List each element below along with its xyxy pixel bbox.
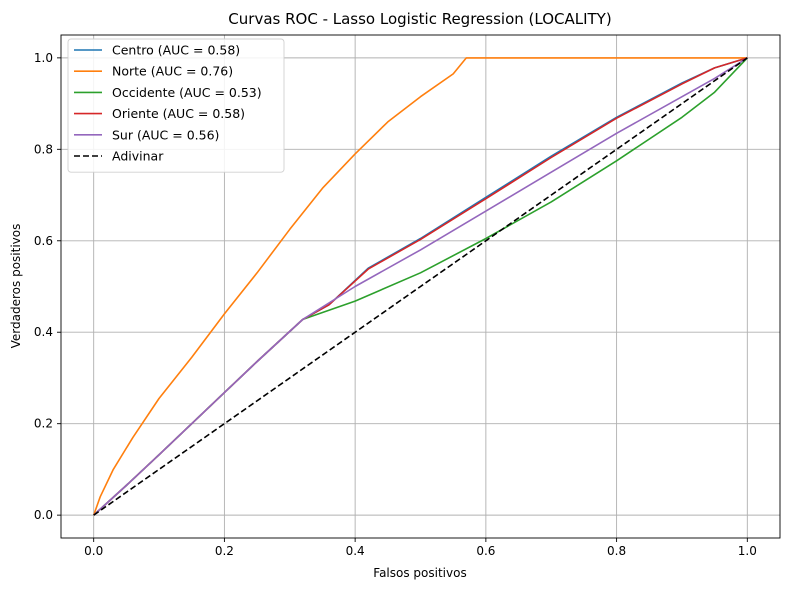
legend-label: Adivinar — [112, 149, 164, 164]
y-tick-label: 0.2 — [34, 417, 53, 431]
y-tick-label: 0.8 — [34, 142, 53, 156]
series-line-5 — [93, 57, 748, 516]
axis-ticks: 0.0 0.2 0.4 0.6 0.8 1.0 0.0 0.2 0.4 0.6 0.8 1.0 — [34, 51, 757, 558]
x-tick-label: 0.0 — [84, 544, 103, 558]
legend-label: Sur (AUC = 0.56) — [112, 127, 219, 142]
legend-label: Centro (AUC = 0.58) — [112, 43, 240, 58]
series-line-1 — [92, 57, 748, 516]
plot-frame — [60, 34, 781, 539]
legend-label: Oriente (AUC = 0.58) — [112, 106, 245, 121]
y-tick-label: 1.0 — [34, 51, 53, 65]
series-line-4 — [93, 57, 748, 516]
y-tick-label: 0.0 — [34, 508, 53, 522]
y-tick-label: 0.6 — [34, 234, 53, 248]
legend-label: Occidente (AUC = 0.53) — [112, 85, 262, 100]
chart-title: Curvas ROC - Lasso Logistic Regression (… — [228, 10, 611, 28]
x-axis-label: Falsos positivos — [373, 566, 466, 580]
y-axis-label: Verdaderos positivos — [9, 224, 23, 349]
x-tick-label: 1.0 — [738, 544, 757, 558]
x-tick-label: 0.4 — [346, 544, 365, 558]
y-tick-label: 0.4 — [34, 325, 53, 339]
series-lines — [92, 57, 748, 516]
legend-box — [67, 38, 285, 173]
legend-label: Norte (AUC = 0.76) — [112, 64, 233, 79]
x-tick-label: 0.6 — [476, 544, 495, 558]
x-tick-label: 0.8 — [607, 544, 626, 558]
x-tick-label: 0.2 — [215, 544, 234, 558]
legend: Centro (AUC = 0.58) Norte (AUC = 0.76) Occ… — [67, 38, 285, 173]
